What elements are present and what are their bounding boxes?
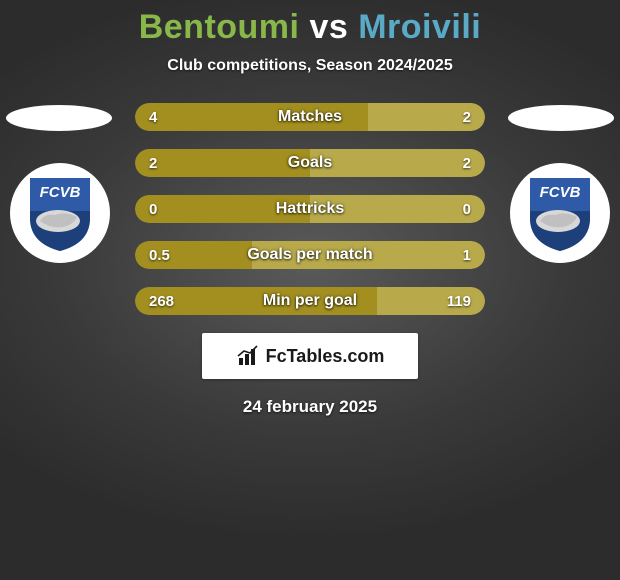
club-crest-icon: FCVB bbox=[525, 173, 595, 253]
player1-club-badge: FCVB bbox=[10, 163, 110, 263]
vs-separator: vs bbox=[309, 8, 348, 46]
logo-text: FcTables.com bbox=[266, 346, 385, 367]
stat-row: 268119Min per goal bbox=[135, 287, 485, 315]
stat-label: Goals bbox=[135, 154, 485, 172]
player1-name: Bentoumi bbox=[139, 8, 300, 46]
date-label: 24 february 2025 bbox=[0, 397, 620, 417]
left-platform bbox=[6, 105, 112, 131]
club-crest-icon: FCVB bbox=[25, 173, 95, 253]
player2-club-badge: FCVB bbox=[510, 163, 610, 263]
player2-name: Mroivili bbox=[358, 8, 481, 46]
stat-label: Min per goal bbox=[135, 292, 485, 310]
stat-label: Hattricks bbox=[135, 200, 485, 218]
stat-bars: 42Matches 22Goals 00Hattricks 0.51Goals per… bbox=[135, 103, 485, 315]
stat-row: 0.51Goals per match bbox=[135, 241, 485, 269]
comparison-content: FCVB FCVB 42Matches 22Goals 00Hattricks 0.5… bbox=[0, 103, 620, 417]
stat-row: 42Matches bbox=[135, 103, 485, 131]
stat-label: Goals per match bbox=[135, 246, 485, 264]
svg-text:FCVB: FCVB bbox=[40, 184, 81, 201]
stat-row: 22Goals bbox=[135, 149, 485, 177]
fctables-logo: FcTables.com bbox=[202, 333, 418, 379]
subtitle: Club competitions, Season 2024/2025 bbox=[0, 57, 620, 75]
bar-chart-icon bbox=[236, 344, 260, 368]
stat-label: Matches bbox=[135, 108, 485, 126]
comparison-title: Bentoumi vs Mroivili bbox=[0, 0, 620, 47]
right-platform bbox=[508, 105, 614, 131]
svg-text:FCVB: FCVB bbox=[540, 184, 581, 201]
stat-row: 00Hattricks bbox=[135, 195, 485, 223]
